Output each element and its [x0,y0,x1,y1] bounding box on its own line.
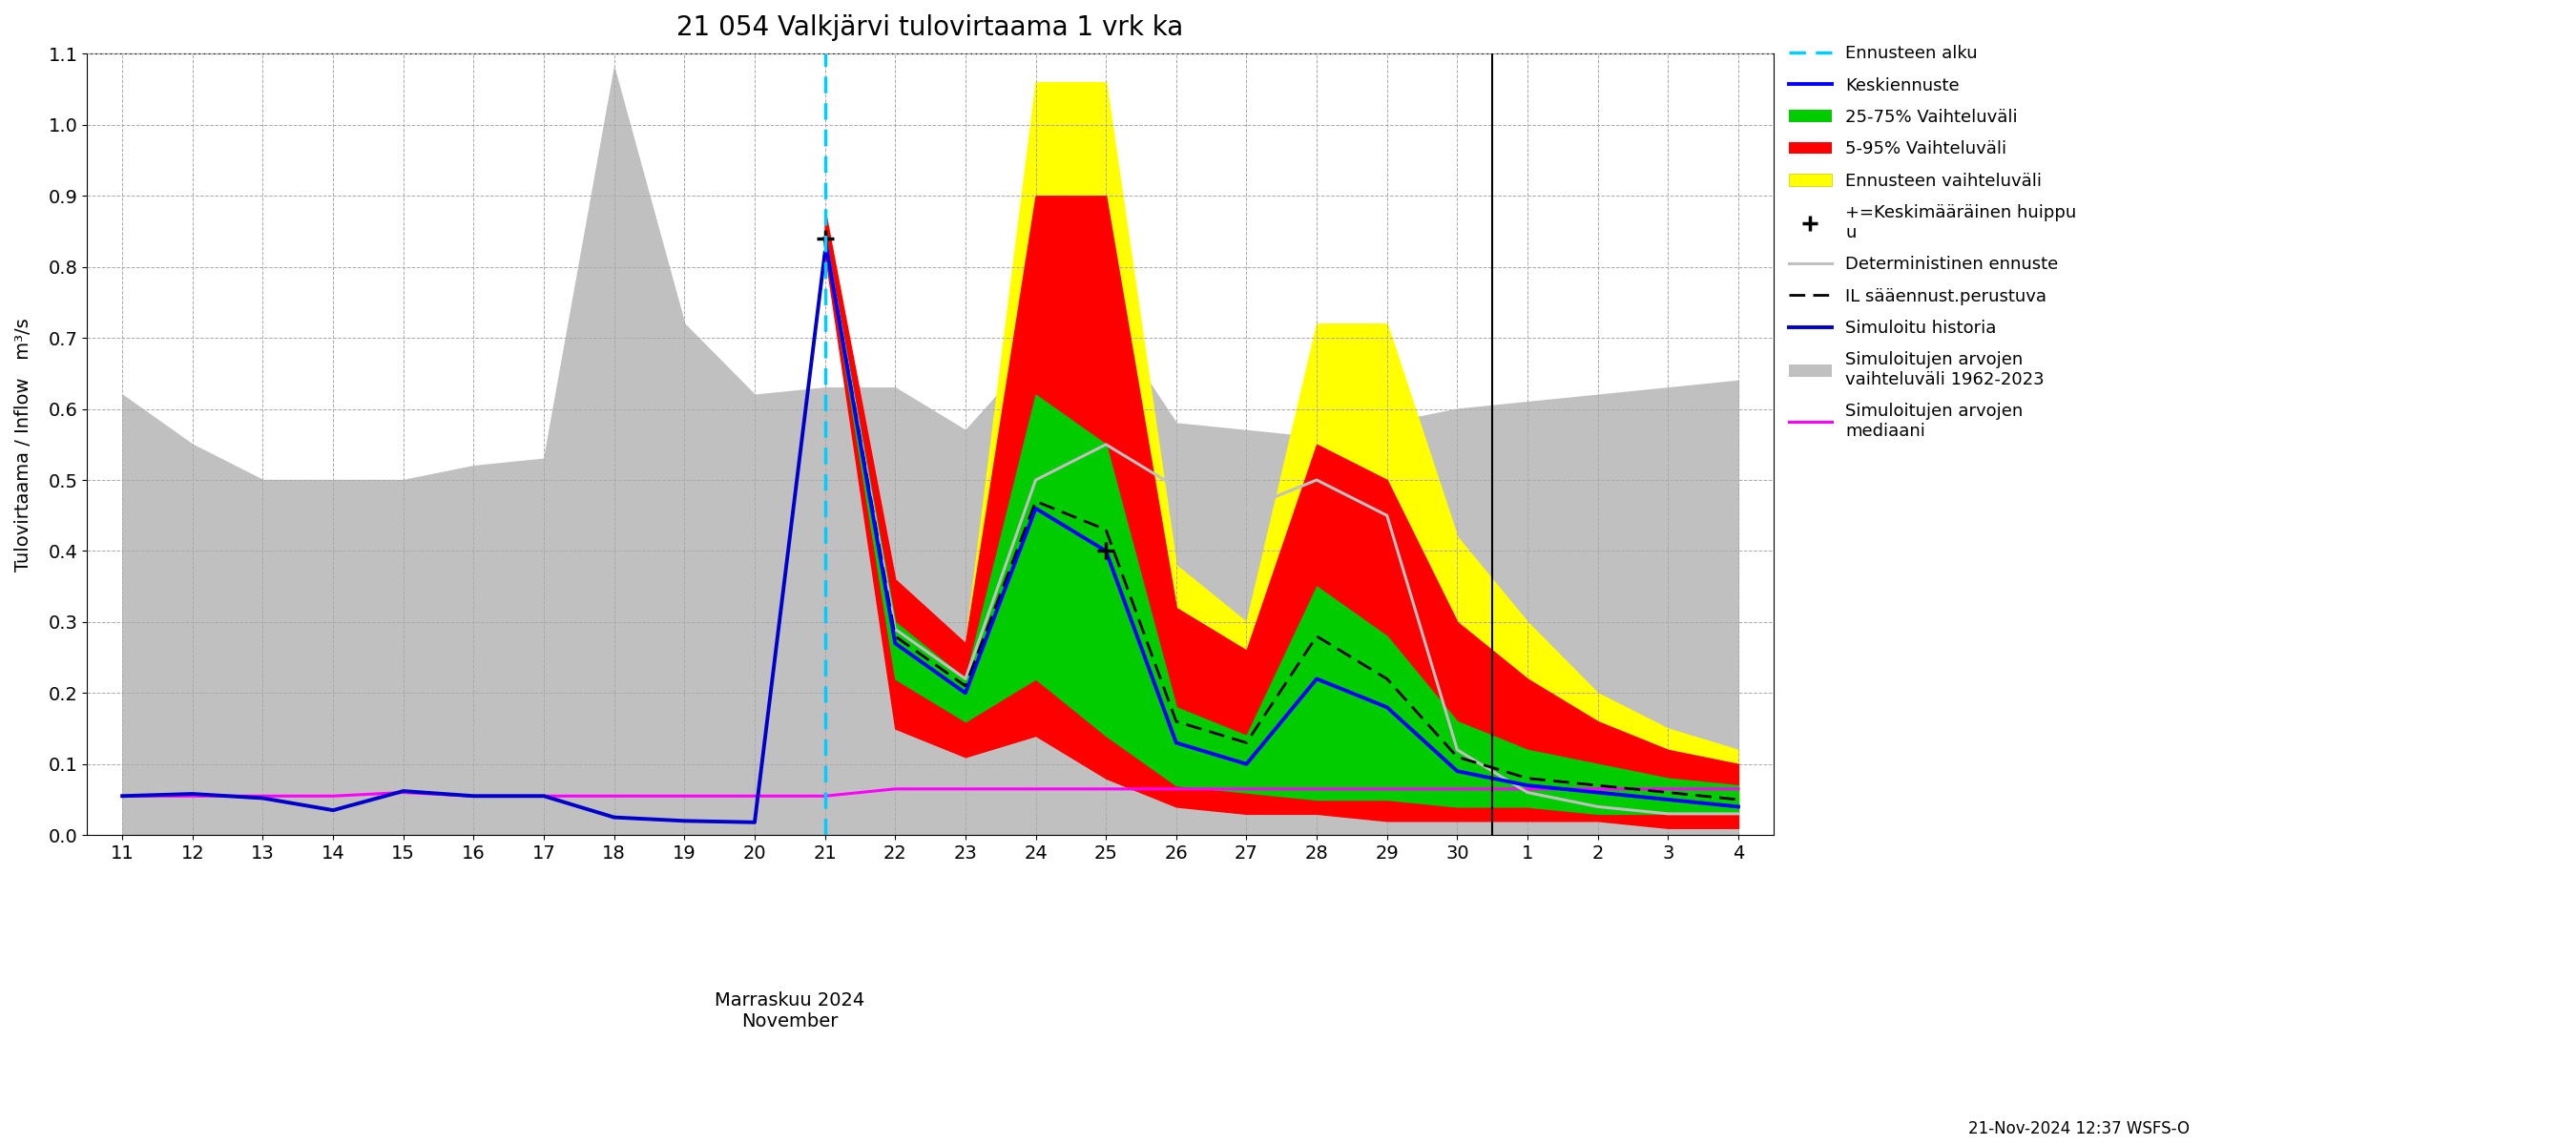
Y-axis label: Tulovirtaama / Inflow   m³/s: Tulovirtaama / Inflow m³/s [15,317,33,571]
Text: 21-Nov-2024 12:37 WSFS-O: 21-Nov-2024 12:37 WSFS-O [1968,1120,2190,1137]
Text: Marraskuu 2024
November: Marraskuu 2024 November [714,992,866,1030]
Title: 21 054 Valkjärvi tulovirtaama 1 vrk ka: 21 054 Valkjärvi tulovirtaama 1 vrk ka [677,14,1185,41]
Legend: Ennusteen alku, Keskiennuste, 25-75% Vaihteluväli, 5-95% Vaihteluväli, Ennusteen: Ennusteen alku, Keskiennuste, 25-75% Vai… [1783,38,2084,447]
